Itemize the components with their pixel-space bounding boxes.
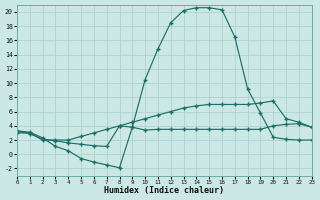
X-axis label: Humidex (Indice chaleur): Humidex (Indice chaleur)	[104, 186, 224, 195]
